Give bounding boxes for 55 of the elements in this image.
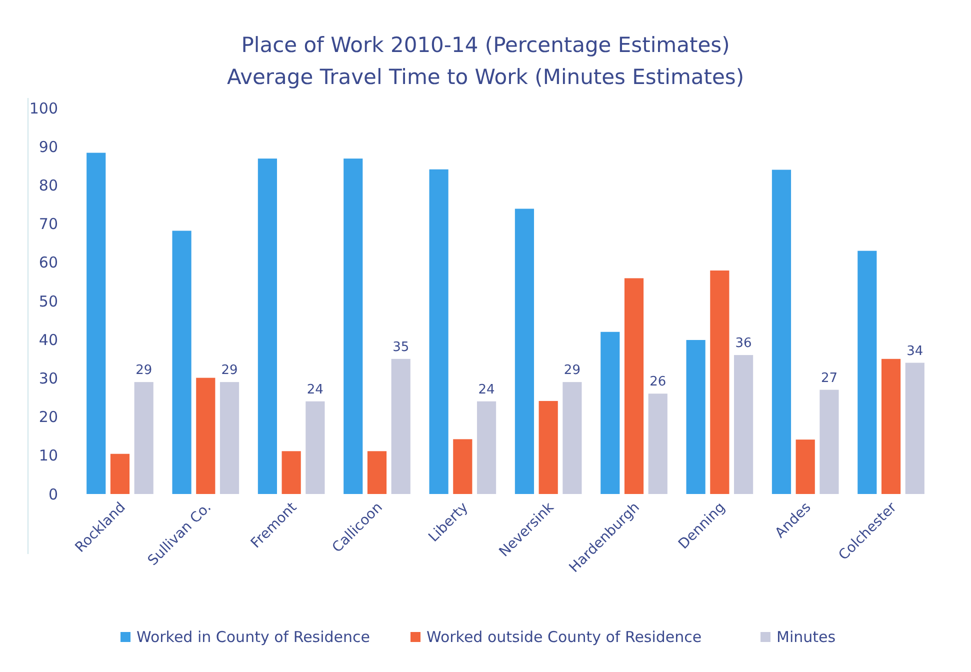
bar	[514, 208, 534, 494]
y-tick-label: 20	[38, 408, 58, 426]
bar	[686, 340, 706, 494]
bar	[220, 382, 240, 494]
data-label: 29	[136, 363, 152, 378]
bar	[367, 451, 387, 494]
data-label: 24	[306, 382, 324, 398]
y-tick-label: 90	[38, 138, 58, 156]
bar	[110, 454, 130, 494]
bar	[306, 401, 325, 494]
bar	[453, 439, 472, 494]
bar	[172, 230, 192, 494]
bar	[820, 390, 839, 494]
bar	[905, 362, 924, 494]
bar	[538, 400, 558, 494]
bar	[86, 152, 106, 494]
data-label: 35	[392, 340, 410, 355]
y-tick-label: 10	[38, 446, 58, 465]
legend-label: Minutes	[776, 628, 836, 646]
bar	[282, 451, 301, 494]
bar	[391, 358, 410, 494]
bar	[710, 270, 730, 494]
y-tick-label: 0	[48, 485, 58, 504]
y-tick-label: 70	[38, 215, 58, 234]
bar	[134, 382, 154, 494]
legend-label: Worked outside County of Residence	[426, 628, 702, 646]
bar	[562, 382, 582, 494]
bar	[196, 378, 216, 494]
data-label: 24	[478, 382, 495, 398]
data-label: 34	[906, 344, 924, 359]
data-label: 26	[650, 374, 666, 390]
y-tick-label: 40	[38, 330, 58, 349]
data-label: 29	[564, 363, 580, 378]
bar	[772, 170, 792, 494]
legend-label: Worked in County of Residence	[136, 628, 370, 646]
bar	[881, 358, 901, 494]
bar	[258, 158, 278, 494]
y-tick-label: 50	[38, 292, 58, 310]
data-label: 27	[820, 370, 838, 386]
data-label: 36	[735, 336, 752, 352]
chart-title: Place of Work 2010-14 (Percentage Estimates) Average Travel Time to Work (Minutes Estimates)	[226, 33, 744, 89]
y-tick-label: 30	[38, 369, 58, 388]
bar	[600, 332, 620, 494]
bar	[858, 250, 877, 494]
y-tick-label: 80	[38, 176, 58, 194]
bar	[429, 169, 448, 494]
bar	[624, 278, 644, 494]
data-label: 29	[221, 363, 238, 378]
y-tick-label: 60	[38, 254, 58, 272]
bar	[476, 401, 496, 494]
bar	[344, 158, 363, 494]
y-tick-label: 100	[29, 99, 58, 118]
bar	[648, 394, 668, 494]
bar	[796, 440, 815, 494]
bar	[734, 355, 754, 494]
